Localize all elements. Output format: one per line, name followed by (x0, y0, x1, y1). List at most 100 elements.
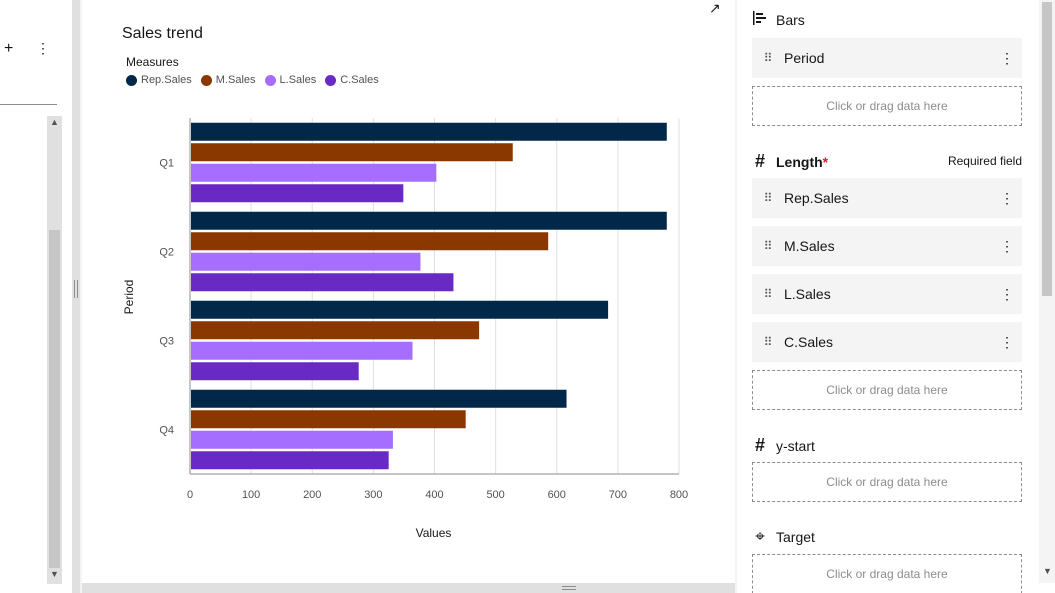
drag-handle-icon[interactable]: ⠿ (763, 51, 773, 65)
more-options-icon[interactable]: ⋮ (36, 40, 50, 56)
target-slot-header: ⌖ Target (752, 527, 815, 547)
bar-chart: 0 100 200 300 400 500 600 700 800 Q1 Q2 Q3 Q4 Values P… (122, 118, 688, 540)
legend-swatch (325, 74, 337, 86)
bar-rep-sales (191, 389, 567, 408)
bar-m-sales (191, 143, 513, 162)
field-c-sales[interactable]: ⠿ C.Sales ⋮ (752, 322, 1022, 362)
bars-dropzone[interactable]: Click or drag data here (752, 86, 1022, 126)
x-tick-label: 500 (486, 489, 504, 501)
target-slot-label: Target (776, 529, 815, 545)
bar-l-sales (191, 341, 413, 360)
x-tick-label: 0 (187, 489, 193, 501)
field-more-icon[interactable]: ⋮ (1000, 49, 1014, 66)
scroll-up-icon[interactable]: ▲ (50, 117, 59, 127)
field-label: Rep.Sales (784, 190, 849, 206)
legend-label: C.Sales (340, 74, 379, 86)
legend-item[interactable]: M.Sales (200, 74, 256, 86)
panel-splitter[interactable] (72, 0, 80, 593)
bar-c-sales (191, 273, 454, 292)
drag-handle-icon[interactable]: ⠿ (763, 287, 773, 301)
target-dropzone[interactable]: Click or drag data here (752, 554, 1022, 593)
field-label: Period (784, 50, 825, 66)
left-panel: + ⋮ ▲ ▼ (0, 0, 72, 593)
category-label: Q4 (159, 425, 174, 437)
target-icon: ⌖ (755, 527, 765, 546)
legend-item[interactable]: L.Sales (264, 74, 317, 86)
y-start-slot-header: # y-start (752, 435, 815, 456)
bar-m-sales (191, 232, 549, 251)
field-more-icon[interactable]: ⋮ (1000, 237, 1014, 254)
legend-item[interactable]: C.Sales (325, 74, 379, 86)
category-label: Q1 (159, 158, 174, 170)
bars-icon (752, 11, 768, 28)
required-mark: * (822, 153, 829, 170)
legend-title: Measures (126, 55, 179, 69)
field-l-sales[interactable]: ⠿ L.Sales ⋮ (752, 274, 1022, 314)
bar-c-sales (191, 362, 359, 381)
chart-title: Sales trend (122, 25, 203, 42)
field-more-icon[interactable]: ⋮ (1000, 189, 1014, 206)
legend-item[interactable]: Rep.Sales (126, 74, 192, 86)
x-tick-label: 400 (425, 489, 443, 501)
bars-slot-header: Bars (752, 11, 805, 28)
right-scrollbar-thumb[interactable] (1042, 2, 1052, 296)
bar-rep-sales (191, 122, 667, 141)
category-label: Q2 (159, 247, 174, 259)
x-tick-label: 200 (303, 489, 321, 501)
scroll-down-icon[interactable]: ▼ (1043, 566, 1052, 576)
field-label: C.Sales (784, 334, 834, 350)
left-scrollbar-thumb[interactable] (49, 230, 60, 568)
bottom-splitter-grip-icon[interactable] (562, 586, 576, 590)
legend-swatch (126, 74, 137, 86)
input-underline (0, 104, 57, 105)
length-slot-label: Length* (776, 153, 829, 170)
data-slots-panel: Bars ⠿ Period ⋮ Click or drag data here … (737, 0, 1055, 593)
bar-l-sales (191, 163, 437, 182)
y-start-dropzone[interactable]: Click or drag data here (752, 462, 1022, 502)
drag-handle-icon[interactable]: ⠿ (763, 191, 773, 205)
bar-m-sales (191, 321, 480, 340)
x-tick-label: 600 (548, 489, 566, 501)
category-label: Q3 (159, 336, 174, 348)
chart-legend: Rep.Sales M.Sales L.Sales C.Sales (126, 74, 379, 86)
expand-icon[interactable]: ↗ (709, 0, 721, 16)
field-m-sales[interactable]: ⠿ M.Sales ⋮ (752, 226, 1022, 266)
splitter-grip-icon[interactable] (74, 280, 78, 298)
bar-rep-sales (191, 300, 609, 319)
scroll-down-icon[interactable]: ▼ (50, 569, 59, 579)
length-slot-header: # Length* (752, 151, 828, 172)
hash-icon: # (754, 151, 765, 171)
length-dropzone[interactable]: Click or drag data here (752, 370, 1022, 410)
bar-l-sales (191, 252, 421, 271)
chart-panel: 0 100 200 300 400 500 600 700 800 Q1 Q2 Q3 Q4 Values P… (82, 0, 735, 583)
field-rep-sales[interactable]: ⠿ Rep.Sales ⋮ (752, 178, 1022, 218)
add-icon[interactable]: + (4, 40, 14, 57)
legend-swatch (264, 74, 276, 86)
x-tick-label: 700 (609, 489, 627, 501)
y-start-slot-label: y-start (776, 437, 815, 454)
legend-label: Rep.Sales (141, 74, 192, 86)
y-axis-title: Period (122, 280, 136, 315)
x-tick-label: 300 (364, 489, 382, 501)
field-period[interactable]: ⠿ Period ⋮ (752, 38, 1022, 78)
bottom-splitter[interactable] (82, 583, 735, 593)
bars-slot-label: Bars (776, 11, 805, 28)
drag-handle-icon[interactable]: ⠿ (763, 239, 773, 253)
drag-handle-icon[interactable]: ⠿ (763, 335, 773, 349)
bar-l-sales (191, 430, 393, 449)
bar-m-sales (191, 410, 466, 429)
x-tick-label: 100 (242, 489, 260, 501)
field-label: M.Sales (784, 238, 835, 254)
field-label: L.Sales (784, 286, 831, 302)
bar-rep-sales (191, 211, 667, 230)
right-scrollbar[interactable]: ▼ (1039, 0, 1055, 583)
bar-c-sales (191, 184, 404, 203)
field-more-icon[interactable]: ⋮ (1000, 285, 1014, 302)
bar-c-sales (191, 451, 389, 470)
required-field-note: Required field (947, 154, 1022, 168)
legend-label: L.Sales (279, 74, 317, 86)
legend-swatch (200, 74, 212, 86)
x-axis-title: Values (416, 526, 452, 540)
field-more-icon[interactable]: ⋮ (1000, 333, 1014, 350)
